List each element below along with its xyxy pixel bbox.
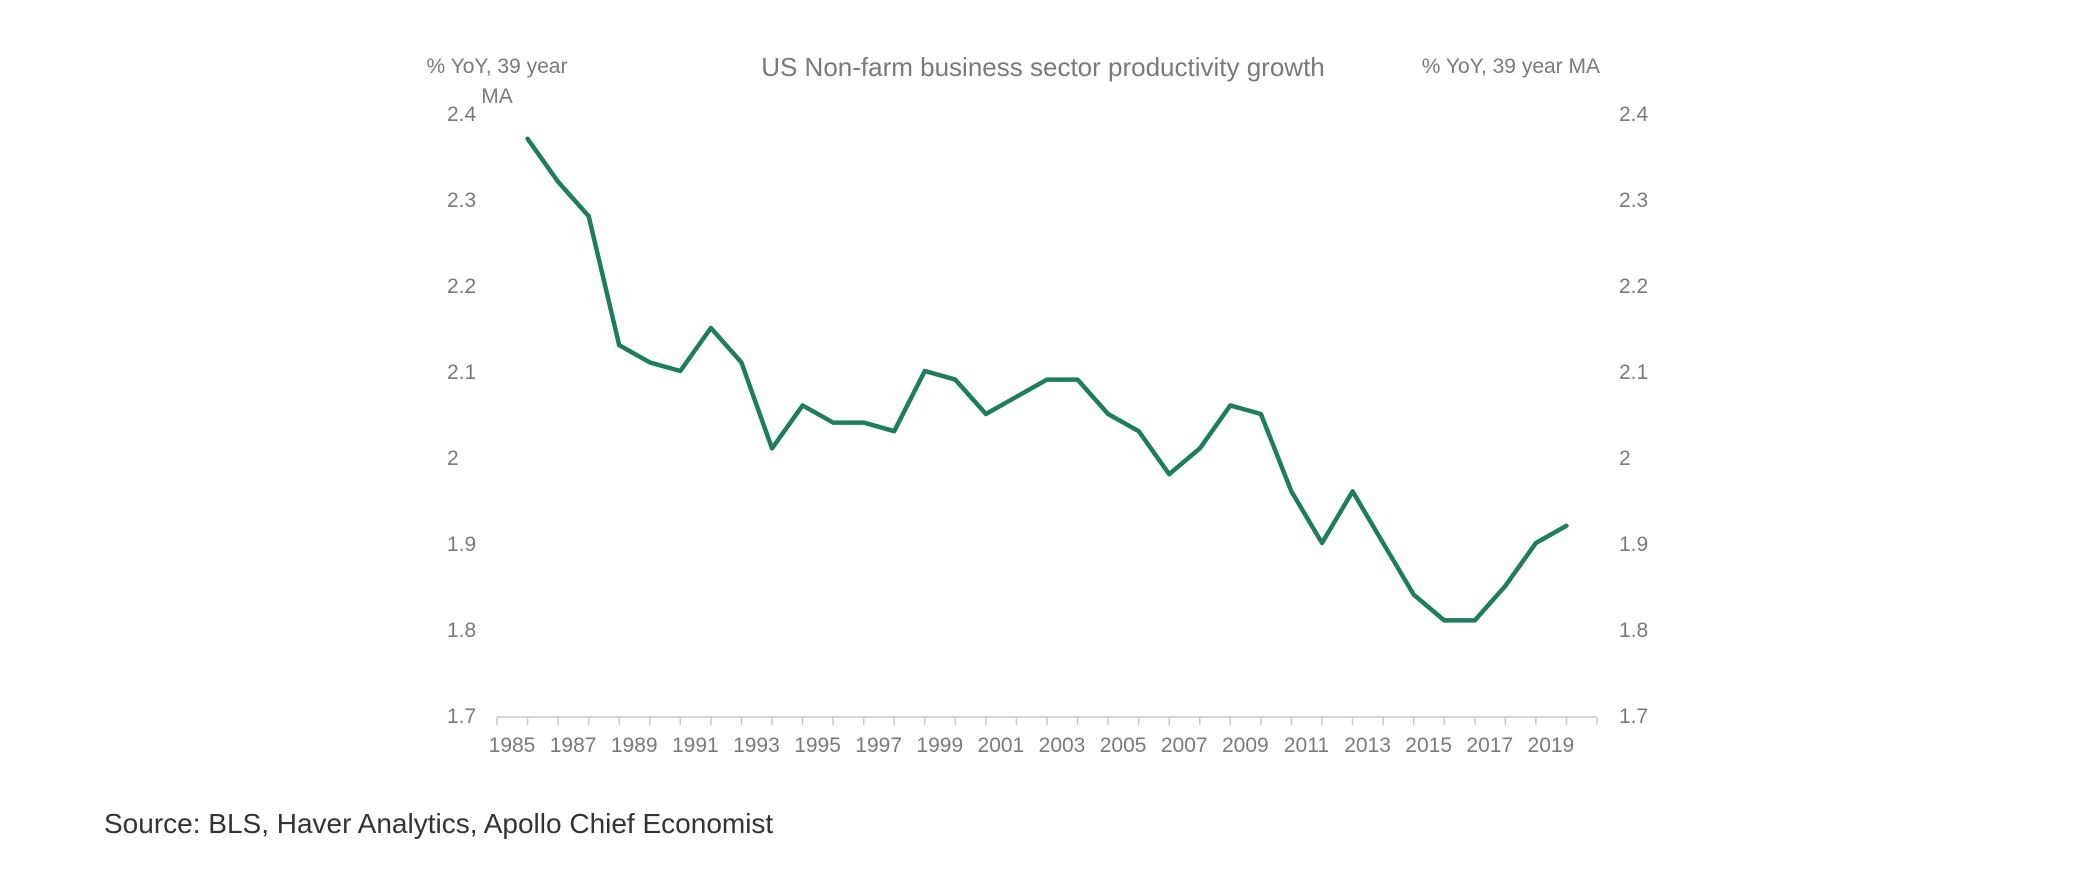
series-line [525, 136, 1569, 623]
x-tick-label: 2007 [1161, 734, 1208, 757]
right-y-tick-label: 2.2 [1619, 275, 1648, 298]
source-note: Source: BLS, Haver Analytics, Apollo Chi… [104, 808, 774, 839]
right-y-tick-label: 2.1 [1619, 361, 1648, 384]
right-y-tick-label: 1.8 [1619, 619, 1648, 642]
x-tick-label: 1993 [733, 734, 780, 757]
x-tick-label: 2005 [1100, 734, 1147, 757]
left-y-tick-label: 1.7 [447, 705, 476, 728]
left-y-tick-label: 2 [447, 447, 459, 470]
x-tick-label: 1989 [611, 734, 658, 757]
x-tick-label: 1985 [489, 734, 536, 757]
left-y-tick-label: 2.3 [447, 189, 476, 212]
x-tick-label: 2013 [1344, 734, 1391, 757]
x-tick-label: 2001 [978, 734, 1025, 757]
x-tick-label: 2019 [1528, 734, 1575, 757]
x-tick-label: 1997 [855, 734, 902, 757]
x-tick-label: 2009 [1222, 734, 1269, 757]
left-y-tick-label: 2.4 [447, 103, 477, 126]
left-y-tick-label: 1.8 [447, 619, 476, 642]
right-y-tick-label: 1.9 [1619, 533, 1648, 556]
x-tick-label: 2003 [1039, 734, 1086, 757]
x-tick-label: 1995 [794, 734, 841, 757]
left-y-tick-label: 1.9 [447, 533, 476, 556]
x-tick-label: 1991 [672, 734, 719, 757]
right-y-tick-label: 2 [1619, 447, 1631, 470]
x-tick-label: 2015 [1405, 734, 1452, 757]
x-tick-label: 2017 [1466, 734, 1513, 757]
chart-title: US Non-farm business sector productivity… [761, 52, 1325, 82]
right-y-tick-label: 2.3 [1619, 189, 1648, 212]
right-axis-unit-label: % YoY, 39 year MA [1421, 55, 1600, 78]
x-tick-label: 1999 [916, 734, 963, 757]
left-y-tick-label: 2.1 [447, 361, 476, 384]
left-y-tick-label: 2.2 [447, 275, 476, 298]
x-tick-label: 2011 [1284, 734, 1329, 757]
left-axis-unit-label: % YoY, 39 year MA [426, 55, 568, 108]
x-tick-label: 1987 [550, 734, 597, 757]
chart-plot: 1985 1987 1989 1991 1993 1995 1997 1999 2001 2003… [447, 103, 1649, 757]
right-y-tick-label: 2.4 [1619, 103, 1649, 126]
right-y-tick-label: 1.7 [1619, 705, 1648, 728]
